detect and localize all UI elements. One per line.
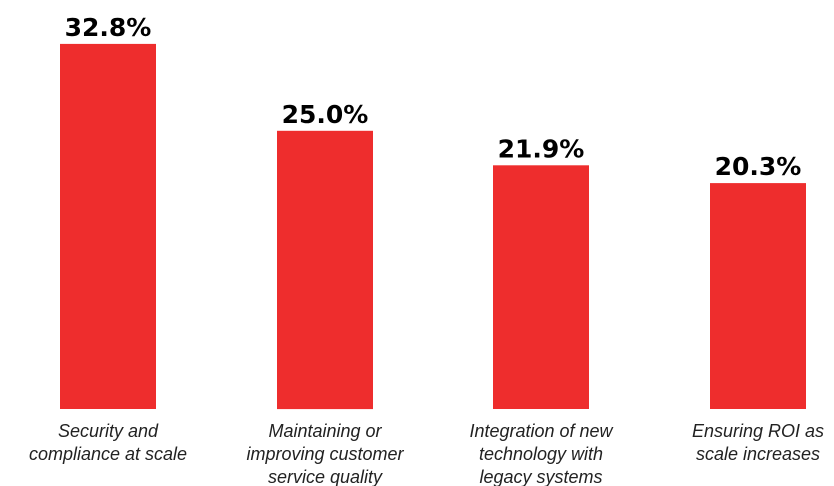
bar-2 <box>493 165 589 409</box>
category-label-3: Ensuring ROI as scale increases <box>692 421 824 464</box>
category-label-1: Maintaining or improving customer service … <box>246 421 404 486</box>
category-label-0: Security and compliance at scale <box>29 421 187 464</box>
category-label-line: compliance at scale <box>29 444 187 464</box>
category-label-line: Integration of new <box>469 421 613 441</box>
category-label-line: legacy systems <box>479 467 602 486</box>
category-label-line: improving customer <box>246 444 404 464</box>
bar-0 <box>60 43 156 410</box>
category-label-line: Maintaining or <box>268 421 382 441</box>
value-label-0: 32.8% <box>65 13 152 42</box>
bar-3 <box>710 183 806 409</box>
category-label-line: technology with <box>479 444 603 464</box>
category-label-line: scale increases <box>696 444 820 464</box>
value-label-1: 25.0% <box>282 100 369 129</box>
value-labels-layer: 32.8% 25.0% 21.9% 20.3% <box>65 13 802 181</box>
category-label-line: service quality <box>268 467 383 486</box>
category-labels-layer: Security and compliance at scale Maintaini… <box>29 421 824 486</box>
value-label-2: 21.9% <box>498 134 585 163</box>
category-label-line: Ensuring ROI as <box>692 421 824 441</box>
bar-1 <box>277 130 373 410</box>
value-label-3: 20.3% <box>715 152 802 181</box>
bars-layer <box>60 43 806 410</box>
category-label-line: Security and <box>58 421 159 441</box>
category-label-2: Integration of new technology with legacy … <box>469 421 613 486</box>
